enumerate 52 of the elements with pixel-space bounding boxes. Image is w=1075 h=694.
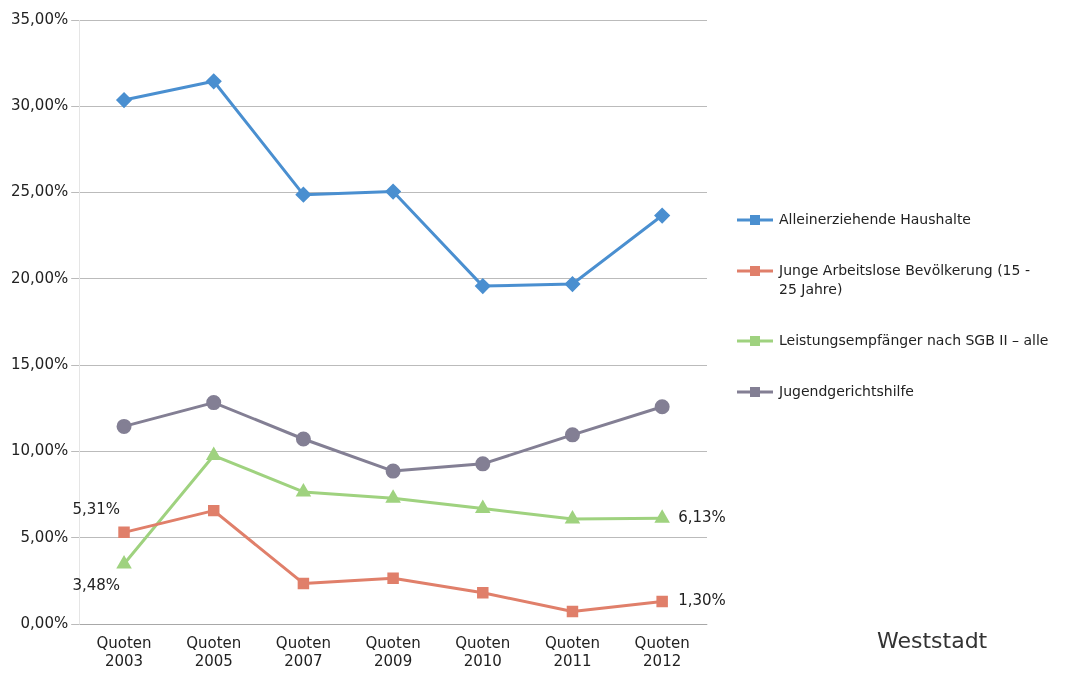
data-label: 5,31% xyxy=(72,500,121,519)
y-tick-label: 30,00% xyxy=(10,96,69,115)
x-tick-label: Quoten 2011 xyxy=(544,633,601,670)
point xyxy=(387,572,399,585)
point xyxy=(117,556,131,569)
point xyxy=(386,490,400,503)
point xyxy=(118,526,130,539)
point xyxy=(565,511,580,524)
point xyxy=(207,504,220,517)
point xyxy=(656,595,668,608)
point xyxy=(477,587,489,599)
legend-label: Junge Arbeitslose Bevölkerung (15 - 25 Jahre) xyxy=(778,261,1030,297)
point xyxy=(206,395,222,411)
y-tick-label: 35,00% xyxy=(10,9,69,28)
y-tick-label: 15,00% xyxy=(10,355,69,374)
data-label: 6,13% xyxy=(678,508,726,527)
y-tick-label: 10,00% xyxy=(10,441,69,460)
point xyxy=(116,92,132,108)
point xyxy=(295,187,311,203)
point xyxy=(655,510,669,523)
x-tick-label: Quoten 2012 xyxy=(634,633,690,670)
x-tick-label: Quoten 2010 xyxy=(455,633,511,670)
point xyxy=(475,456,491,472)
point xyxy=(475,278,491,294)
point xyxy=(654,399,670,415)
point xyxy=(564,276,580,292)
point xyxy=(385,463,401,479)
y-tick-label: 20,00% xyxy=(10,268,69,287)
y-tick-label: 25,00% xyxy=(10,182,69,201)
point xyxy=(116,418,132,434)
x-tick-label: Quoten 2005 xyxy=(186,633,242,670)
y-tick-label: 0,00% xyxy=(20,613,69,632)
x-tick-label: Quoten 2009 xyxy=(365,633,421,670)
point xyxy=(654,208,670,224)
legend-label: Alleinerziehende Haushalte xyxy=(779,210,971,227)
legend-label: Jugendgerichtshilfe xyxy=(778,382,914,399)
point xyxy=(206,73,222,89)
x-tick-label: Quoten 2003 xyxy=(96,633,152,670)
point xyxy=(476,501,490,514)
point xyxy=(385,184,401,200)
legend-label: Leistungsempfänger nach SGB II – alle xyxy=(779,331,1049,348)
point xyxy=(297,577,310,590)
y-tick-label: 5,00% xyxy=(20,527,69,546)
point xyxy=(566,605,579,618)
point xyxy=(296,484,311,497)
data-label: 3,48% xyxy=(72,575,121,594)
x-tick-label: Quoten 2007 xyxy=(275,633,331,670)
point xyxy=(207,448,221,461)
data-label: 1,30% xyxy=(678,591,726,610)
point xyxy=(295,431,311,447)
point xyxy=(564,427,580,443)
text: Weststadt xyxy=(877,627,988,653)
